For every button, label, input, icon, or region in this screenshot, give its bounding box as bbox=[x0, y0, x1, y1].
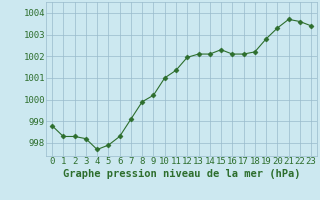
X-axis label: Graphe pression niveau de la mer (hPa): Graphe pression niveau de la mer (hPa) bbox=[63, 169, 300, 179]
